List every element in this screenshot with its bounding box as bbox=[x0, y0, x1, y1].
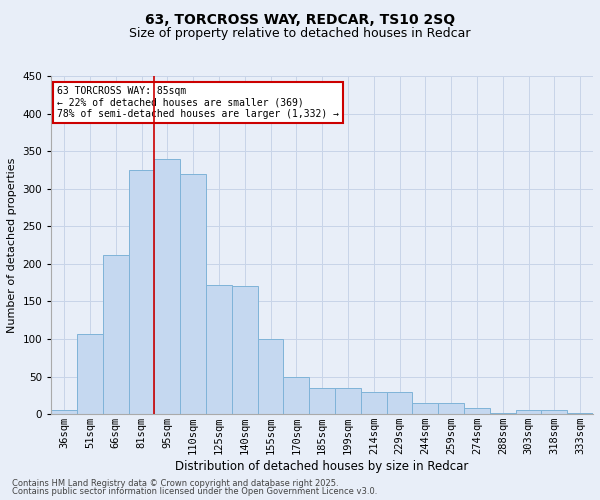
Bar bbox=[515, 410, 541, 414]
Text: Contains public sector information licensed under the Open Government Licence v3: Contains public sector information licen… bbox=[12, 487, 377, 496]
Bar bbox=[283, 376, 309, 414]
Bar bbox=[51, 410, 77, 414]
Bar bbox=[103, 255, 128, 414]
Bar bbox=[180, 174, 206, 414]
Text: 63, TORCROSS WAY, REDCAR, TS10 2SQ: 63, TORCROSS WAY, REDCAR, TS10 2SQ bbox=[145, 12, 455, 26]
Bar bbox=[206, 285, 232, 414]
Text: Size of property relative to detached houses in Redcar: Size of property relative to detached ho… bbox=[129, 28, 471, 40]
Bar bbox=[77, 334, 103, 414]
Bar bbox=[335, 388, 361, 414]
X-axis label: Distribution of detached houses by size in Redcar: Distribution of detached houses by size … bbox=[175, 460, 469, 473]
Bar bbox=[490, 412, 515, 414]
Y-axis label: Number of detached properties: Number of detached properties bbox=[7, 158, 17, 333]
Text: 63 TORCROSS WAY: 85sqm
← 22% of detached houses are smaller (369)
78% of semi-de: 63 TORCROSS WAY: 85sqm ← 22% of detached… bbox=[56, 86, 338, 120]
Bar bbox=[257, 339, 283, 414]
Bar bbox=[154, 158, 180, 414]
Bar bbox=[541, 410, 567, 414]
Bar bbox=[386, 392, 412, 414]
Bar bbox=[567, 412, 593, 414]
Bar bbox=[309, 388, 335, 414]
Bar bbox=[128, 170, 154, 414]
Bar bbox=[412, 403, 438, 414]
Bar bbox=[438, 403, 464, 414]
Text: Contains HM Land Registry data © Crown copyright and database right 2025.: Contains HM Land Registry data © Crown c… bbox=[12, 478, 338, 488]
Bar bbox=[464, 408, 490, 414]
Bar bbox=[361, 392, 386, 414]
Bar bbox=[232, 286, 257, 414]
